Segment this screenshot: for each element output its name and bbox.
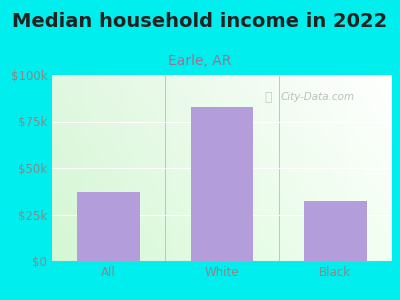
Text: Median household income in 2022: Median household income in 2022 [12,12,388,31]
Bar [191,106,253,261]
Text: City-Data.com: City-Data.com [280,92,354,102]
Text: Earle, AR: Earle, AR [168,54,232,68]
Bar [304,202,366,261]
Bar [78,192,140,261]
Text: Ⓢ: Ⓢ [264,91,272,104]
